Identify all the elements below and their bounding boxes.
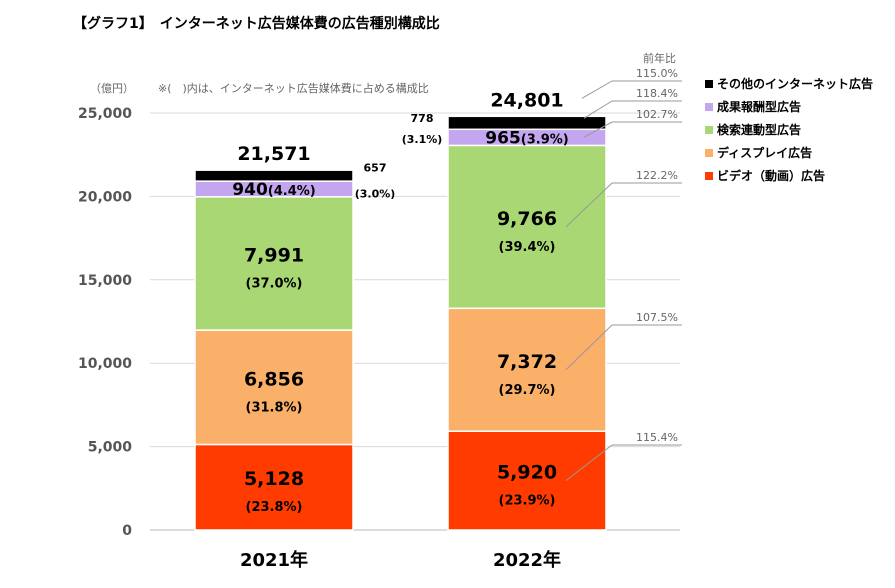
bar-segment <box>194 329 354 446</box>
legend-swatch <box>705 149 713 157</box>
yoy-leader-line <box>565 182 613 228</box>
unit-label: （億円） <box>90 82 134 95</box>
bar-segment <box>447 307 607 433</box>
segment-share-label: (23.9%) <box>499 494 556 509</box>
segment-value-label: 9,766 <box>497 208 557 230</box>
legend-label: 成果報酬型広告 <box>717 99 801 114</box>
chart-title: 【グラフ1】 インターネット広告媒体費の広告種別構成比 <box>73 15 440 32</box>
yoy-label: 102.7% <box>636 108 678 121</box>
segment-value-label: 940(4.4%) <box>232 180 315 200</box>
bar-segment <box>194 196 354 331</box>
segment-value-label: 657 <box>364 162 387 175</box>
legend-swatch <box>705 80 713 88</box>
y-tick-label: 5,000 <box>88 440 133 456</box>
x-category-label: 2021年 <box>240 549 308 571</box>
segment-share-label: (29.7%) <box>499 383 556 398</box>
segment-share-label: (23.8%) <box>246 500 303 515</box>
data-labels: 5,128 (23.8%) 6,856 (31.8%) 7,991 (37.0%) 940(… <box>232 89 568 515</box>
yoy-total-label: 115.0% <box>636 67 678 80</box>
bar-segment <box>194 169 354 182</box>
y-tick-label: 20,000 <box>78 189 132 205</box>
segment-value-label: 7,991 <box>244 244 304 266</box>
legend: その他のインターネット広告成果報酬型広告検索連動型広告ディスプレイ広告ビデオ（動… <box>705 76 873 183</box>
bar-segment <box>194 443 354 531</box>
y-axis: 0 5,000 10,000 15,000 20,000 25,000 <box>78 106 132 539</box>
segment-share-label: (31.8%) <box>246 400 303 415</box>
segment-value-label: 5,920 <box>497 462 557 484</box>
bars <box>194 115 607 531</box>
legend-swatch <box>705 172 713 180</box>
segment-value-label: 778 <box>411 112 434 125</box>
x-category-label: 2022年 <box>493 549 561 571</box>
bar-segment <box>447 144 607 310</box>
yoy-leader-line <box>581 80 613 99</box>
segment-value-label: 6,856 <box>244 368 304 390</box>
yoy-label: 115.4% <box>636 431 678 444</box>
yoy-label: 118.4% <box>636 87 678 100</box>
segment-value-label: 7,372 <box>497 351 557 373</box>
yoy-label: 122.2% <box>636 169 678 182</box>
yoy-leader-line <box>565 444 613 482</box>
legend-swatch <box>705 103 713 111</box>
composition-note: ※( )内は、インターネット広告媒体費に占める構成比 <box>158 81 429 95</box>
y-tick-label: 0 <box>122 523 132 539</box>
bar-segment <box>447 115 607 131</box>
yoy-label: 107.5% <box>636 311 678 324</box>
legend-label: 検索連動型広告 <box>717 122 801 137</box>
yoy-leader-line <box>565 324 613 371</box>
x-axis: 2021年 2022年 <box>240 549 561 571</box>
segment-share-label: (3.1%) <box>402 133 443 146</box>
bar-total-label: 24,801 <box>490 89 563 111</box>
yoy-header: 前年比 <box>643 51 676 65</box>
segment-value-label: 965(3.9%) <box>485 128 568 148</box>
y-tick-label: 10,000 <box>78 356 132 372</box>
segment-value-label: 5,128 <box>244 468 304 490</box>
segment-share-label: (37.0%) <box>246 276 303 291</box>
segment-share-label: (39.4%) <box>499 240 556 255</box>
yoy-leader-line <box>583 100 613 119</box>
legend-label: その他のインターネット広告 <box>717 76 873 91</box>
legend-swatch <box>705 126 713 134</box>
bar-segment <box>447 430 607 531</box>
yoy-leader-line <box>583 121 613 138</box>
yoy-annotations: 115.4% 107.5% 122.2% 102.7% 118.4% 115.0% <box>565 67 682 482</box>
y-tick-label: 15,000 <box>78 273 132 289</box>
segment-share-label: (3.0%) <box>355 188 396 201</box>
legend-label: ディスプレイ広告 <box>717 145 812 160</box>
y-tick-label: 25,000 <box>78 106 132 122</box>
bar-total-label: 21,571 <box>237 143 310 165</box>
legend-label: ビデオ（動画）広告 <box>717 168 825 183</box>
